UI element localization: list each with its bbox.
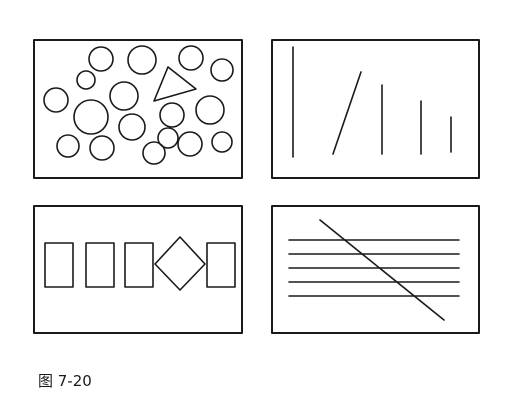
circle xyxy=(90,136,114,160)
circle xyxy=(74,100,108,134)
triangle xyxy=(154,67,196,101)
circle xyxy=(160,103,184,127)
circle xyxy=(211,59,233,81)
circle xyxy=(77,71,95,89)
circle xyxy=(212,132,232,152)
circle xyxy=(44,88,68,112)
panel-frame xyxy=(272,206,479,333)
circle xyxy=(179,46,203,70)
figure-caption: 图 7-20 xyxy=(38,370,92,391)
circle xyxy=(178,132,202,156)
diamond xyxy=(155,237,205,290)
circle xyxy=(119,114,145,140)
panel-rectangles-diamond xyxy=(34,206,242,333)
circle xyxy=(143,142,165,164)
panel-lines xyxy=(272,40,479,178)
rectangle xyxy=(125,243,153,287)
circle xyxy=(57,135,79,157)
circle xyxy=(128,46,156,74)
slanted-line xyxy=(333,72,361,154)
rectangle xyxy=(86,243,114,287)
rectangle xyxy=(45,243,73,287)
circle-group xyxy=(44,46,233,164)
panel-circles-triangle xyxy=(34,40,242,178)
circle xyxy=(196,96,224,124)
rectangle xyxy=(207,243,235,287)
circle xyxy=(89,47,113,71)
panel-frame xyxy=(34,206,242,333)
panel-frame xyxy=(272,40,479,178)
circle xyxy=(110,82,138,110)
diagonal-line xyxy=(320,220,444,320)
panel-horizontal-lines xyxy=(272,206,479,333)
